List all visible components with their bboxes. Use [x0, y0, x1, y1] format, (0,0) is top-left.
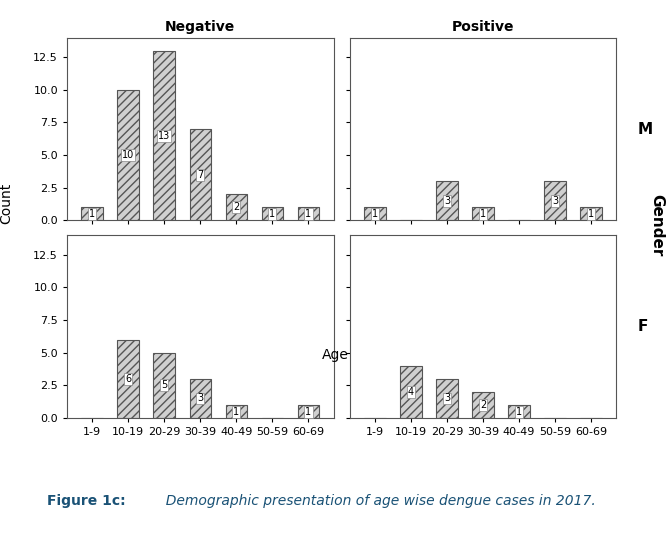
Text: Count: Count — [0, 183, 13, 224]
Bar — [226, 405, 247, 418]
Text: 1: 1 — [269, 209, 275, 219]
Bar — [436, 181, 458, 220]
Bar — [190, 129, 211, 220]
Text: 1: 1 — [516, 406, 522, 416]
Bar — [544, 181, 566, 220]
Bar — [436, 379, 458, 418]
Bar — [297, 405, 320, 418]
Text: 1: 1 — [89, 209, 95, 219]
Text: 2: 2 — [233, 203, 239, 212]
Text: 1: 1 — [306, 406, 312, 416]
Text: M: M — [638, 122, 653, 137]
Text: Age: Age — [322, 348, 348, 362]
Bar — [117, 340, 139, 418]
Text: 1: 1 — [480, 209, 486, 219]
Text: 1: 1 — [588, 209, 594, 219]
Text: Gender: Gender — [649, 194, 664, 256]
Text: 3: 3 — [444, 393, 450, 404]
Bar — [297, 207, 320, 220]
Bar — [226, 195, 247, 220]
Text: 1: 1 — [372, 209, 378, 219]
Text: Demographic presentation of age wise dengue cases in 2017.: Demographic presentation of age wise den… — [157, 494, 596, 508]
Text: 1: 1 — [233, 406, 239, 416]
Bar — [364, 207, 386, 220]
Bar — [190, 379, 211, 418]
Text: Figure 1c:: Figure 1c: — [47, 494, 125, 508]
Bar — [117, 90, 139, 220]
Text: 13: 13 — [158, 131, 170, 140]
Text: 2: 2 — [480, 400, 486, 410]
Bar — [400, 366, 422, 418]
Bar — [82, 207, 103, 220]
Text: 7: 7 — [197, 170, 204, 180]
Text: 5: 5 — [161, 381, 168, 390]
Bar — [509, 405, 530, 418]
Text: Figure 1c:  Demographic presentation of age wise dengue cases in 2017.: Figure 1c: Demographic presentation of a… — [0, 535, 1, 536]
Title: Positive: Positive — [452, 20, 515, 34]
Bar — [261, 207, 283, 220]
Bar — [472, 207, 494, 220]
Bar — [153, 50, 175, 220]
Text: 3: 3 — [444, 196, 450, 206]
Text: F: F — [638, 319, 648, 334]
Text: 3: 3 — [197, 393, 204, 404]
Text: 6: 6 — [125, 374, 131, 384]
Title: Negative: Negative — [165, 20, 235, 34]
Bar — [580, 207, 602, 220]
Text: 1: 1 — [306, 209, 312, 219]
Bar — [472, 392, 494, 418]
Bar — [153, 353, 175, 418]
Text: 10: 10 — [122, 150, 135, 160]
Text: 4: 4 — [408, 387, 414, 397]
Text: 3: 3 — [552, 196, 558, 206]
